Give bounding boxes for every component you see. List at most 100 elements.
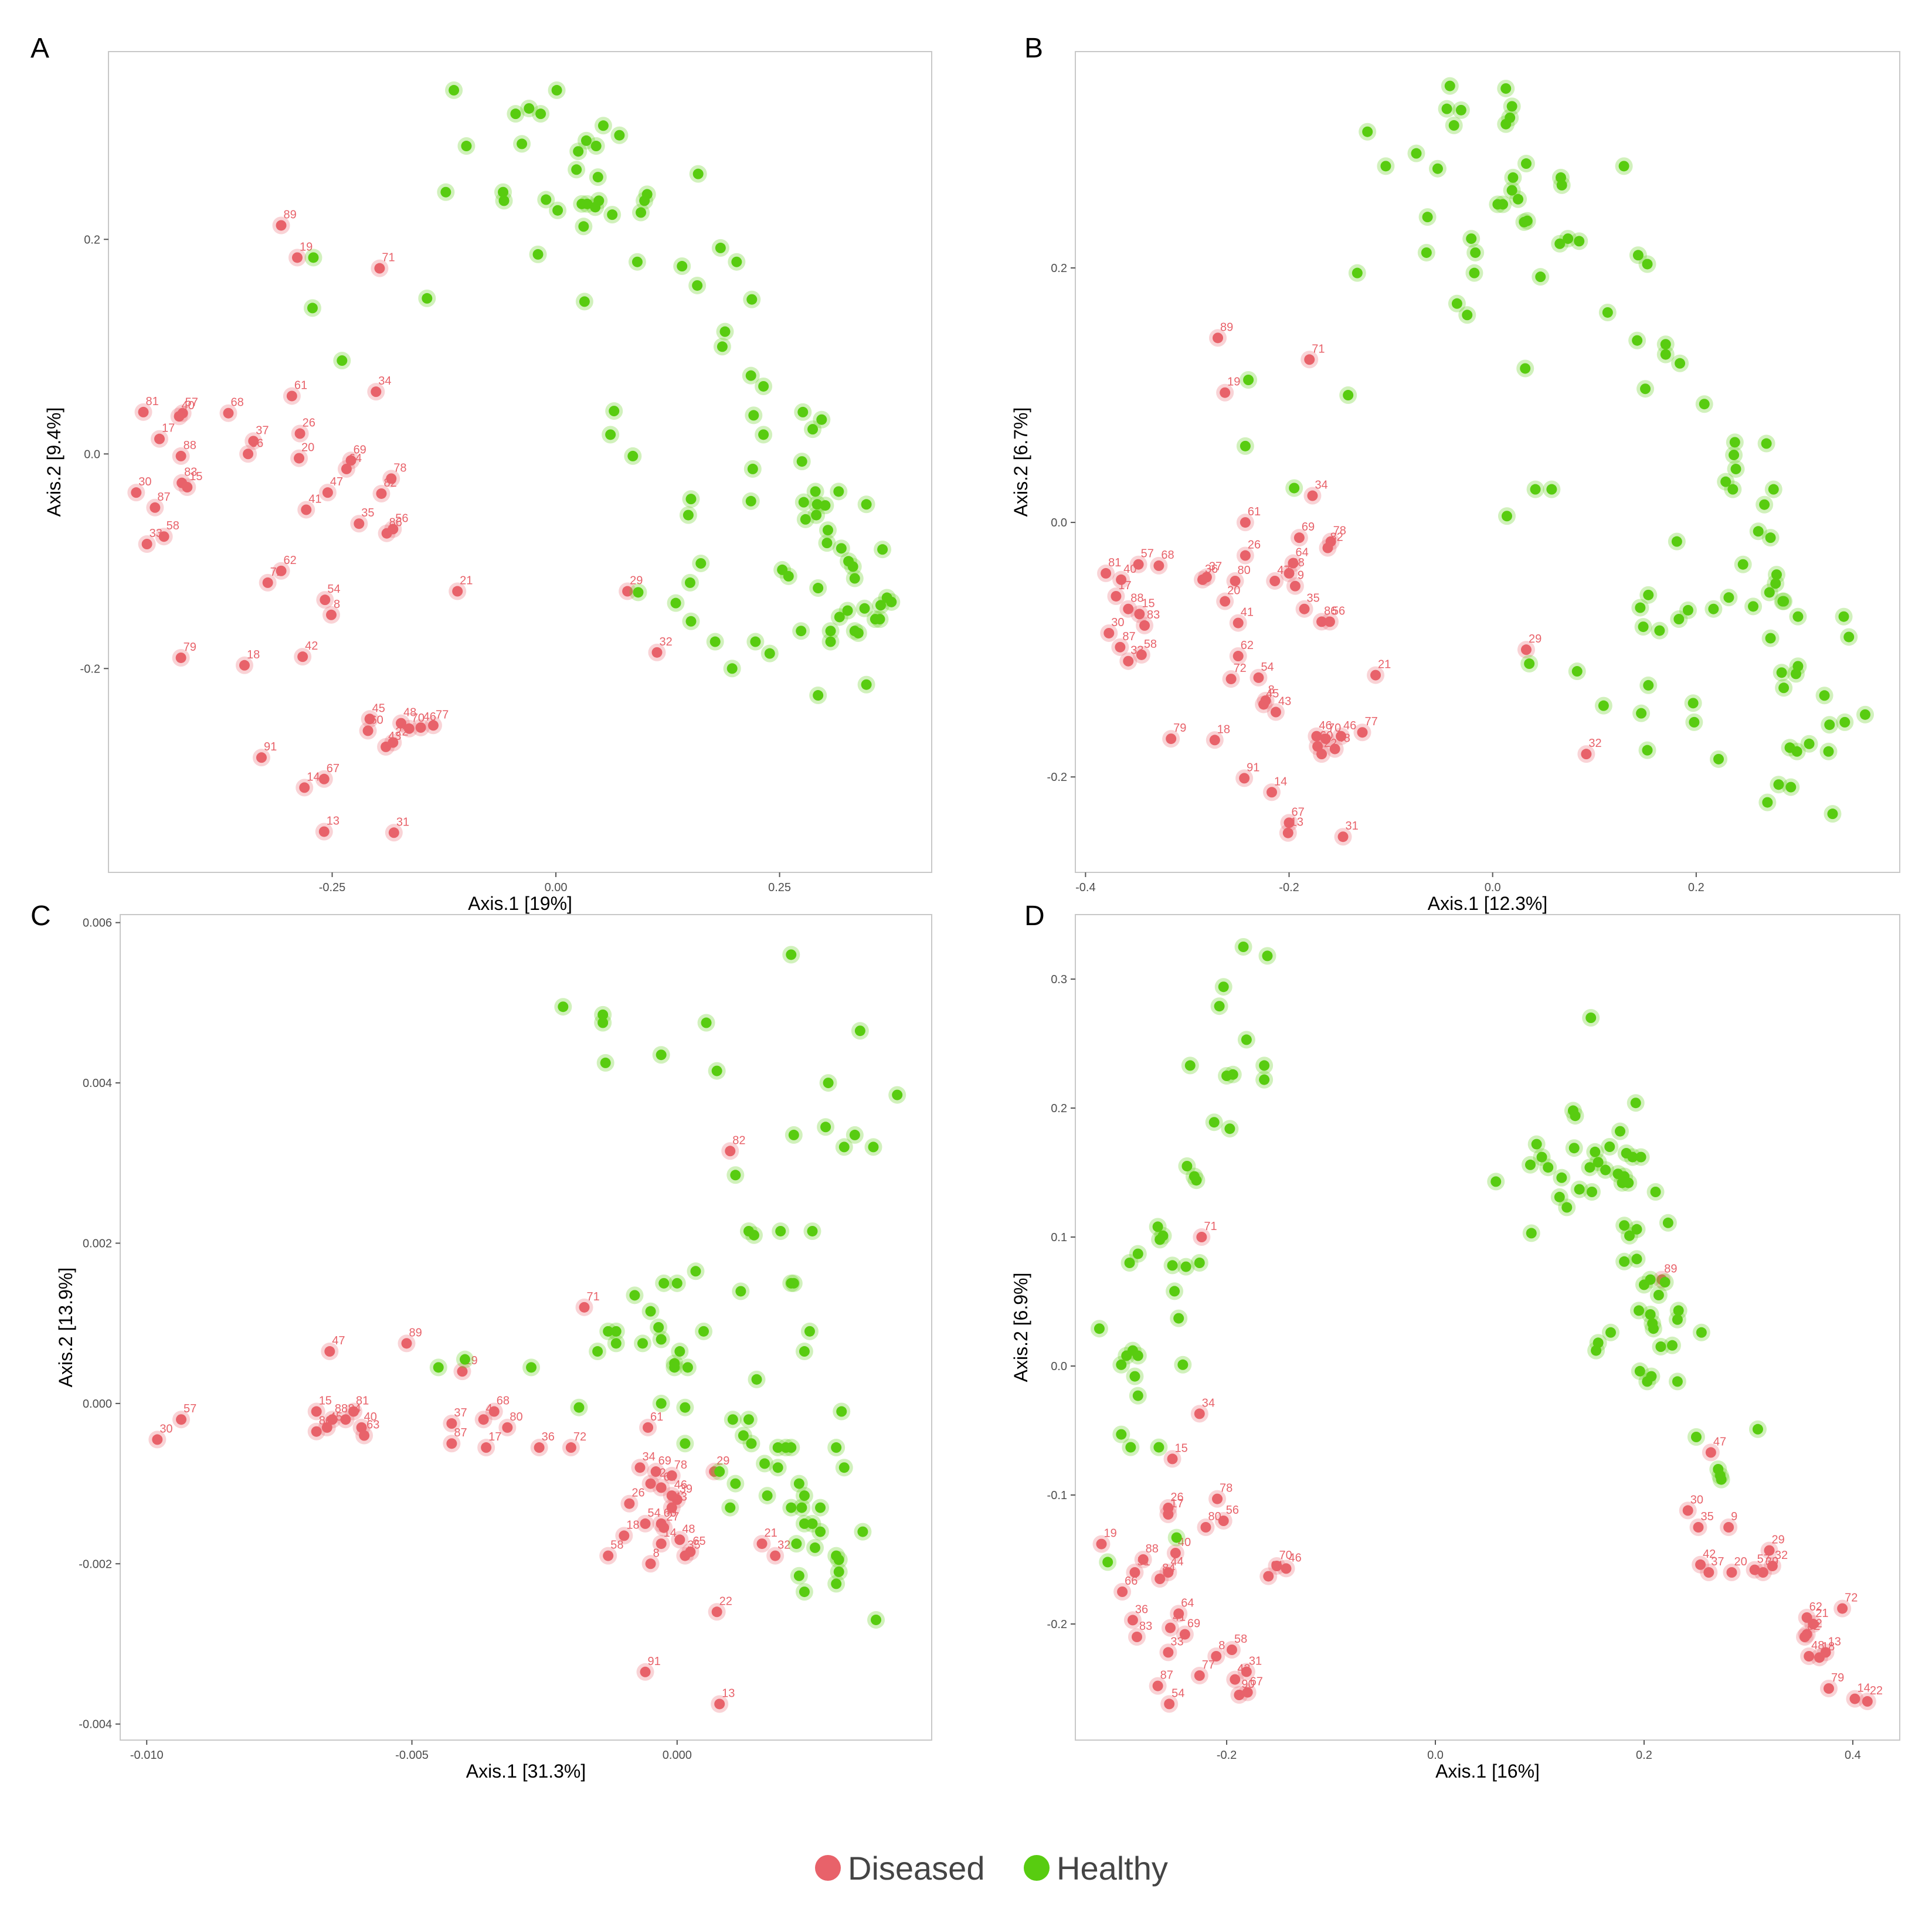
data-point — [1171, 1532, 1182, 1543]
data-point — [446, 1438, 457, 1449]
data-point — [1804, 738, 1815, 749]
data-point — [1218, 981, 1229, 993]
data-point — [745, 370, 756, 381]
data-point — [1585, 1013, 1597, 1023]
point-label: 31 — [1346, 820, 1359, 833]
data-point — [534, 1442, 545, 1453]
point-label: 48 — [1337, 732, 1350, 745]
data-point — [605, 429, 616, 440]
data-point — [1662, 1217, 1673, 1228]
data-point — [1687, 698, 1699, 709]
data-point — [1792, 611, 1804, 622]
data-point — [1520, 644, 1532, 655]
data-point — [698, 1326, 709, 1337]
data-point — [815, 1502, 826, 1513]
point-label: 71 — [587, 1290, 600, 1303]
point-label: 90 — [1241, 1678, 1254, 1691]
data-point — [457, 1366, 468, 1377]
data-point — [573, 146, 584, 157]
data-point — [1824, 719, 1835, 731]
data-point — [1166, 733, 1177, 745]
data-point — [532, 249, 544, 260]
point-label: 43 — [1237, 1663, 1250, 1676]
data-point — [1211, 1651, 1222, 1662]
data-point — [459, 1354, 470, 1365]
data-point — [1164, 1622, 1176, 1633]
data-point — [1804, 1651, 1815, 1662]
data-point — [1232, 651, 1244, 662]
point-label: 66 — [1125, 1575, 1138, 1588]
data-point — [1627, 1151, 1638, 1163]
point-label: 30 — [138, 475, 151, 488]
point-label: 64 — [1295, 546, 1308, 559]
data-point — [1259, 1060, 1270, 1071]
point-label: 43 — [1278, 695, 1291, 708]
data-point — [1843, 631, 1855, 643]
point-label: 58 — [610, 1539, 623, 1552]
point-label: 79 — [1831, 1671, 1844, 1684]
data-point — [223, 407, 234, 419]
data-point — [1799, 1632, 1811, 1642]
plot-frame — [120, 914, 932, 1741]
data-point — [1765, 633, 1776, 644]
data-point — [578, 221, 589, 232]
data-point — [1311, 731, 1322, 742]
data-point — [746, 294, 758, 305]
data-point — [1501, 511, 1512, 522]
data-point — [1778, 596, 1790, 607]
data-point — [1127, 1615, 1138, 1626]
data-point — [422, 293, 433, 304]
data-point — [1590, 1146, 1601, 1157]
point-label: 56 — [395, 512, 408, 525]
data-point — [633, 587, 644, 598]
point-label: 35 — [361, 507, 374, 519]
data-point — [1632, 335, 1643, 346]
data-point — [656, 1538, 667, 1550]
data-point — [337, 355, 348, 366]
data-point — [1421, 247, 1432, 258]
data-point — [711, 1065, 722, 1076]
data-point — [1218, 1516, 1229, 1526]
data-point — [1194, 1258, 1205, 1268]
x-tick-label: -0.010 — [130, 1749, 164, 1762]
data-point — [640, 1518, 651, 1529]
point-label: 83 — [1139, 1620, 1152, 1633]
data-point — [1163, 1647, 1174, 1658]
data-point — [1506, 101, 1517, 112]
data-point — [1723, 1522, 1734, 1533]
data-point — [666, 1490, 677, 1501]
x-tick-label: 0.0 — [1427, 1749, 1444, 1762]
data-point — [1655, 1341, 1666, 1352]
data-point — [150, 502, 161, 513]
data-point — [1757, 1567, 1768, 1578]
data-point — [1654, 625, 1665, 636]
data-point — [1634, 1365, 1645, 1377]
data-point — [571, 164, 582, 175]
data-point — [1615, 1126, 1626, 1137]
data-point — [1226, 1645, 1237, 1655]
x-tick-label: 0.00 — [545, 881, 568, 894]
data-point — [1705, 1447, 1716, 1458]
data-point — [276, 565, 287, 576]
data-point — [1631, 1224, 1642, 1235]
data-point — [714, 1466, 725, 1477]
data-point — [1316, 616, 1327, 627]
data-point — [1167, 1260, 1178, 1271]
point-label: 69 — [354, 443, 366, 456]
x-tick-label: -0.2 — [1217, 1749, 1237, 1762]
point-label: 19 — [1227, 376, 1240, 389]
data-point — [645, 1558, 656, 1569]
data-point — [758, 380, 769, 392]
data-point — [1536, 1151, 1547, 1163]
data-point — [1258, 699, 1269, 710]
point-label: 22 — [395, 726, 408, 739]
data-point — [813, 690, 824, 701]
data-point — [1790, 668, 1801, 679]
point-label: 31 — [1249, 1654, 1262, 1667]
point-label: 63 — [366, 1419, 379, 1432]
data-point — [1490, 1176, 1502, 1187]
data-point — [685, 1546, 696, 1557]
data-point — [276, 220, 287, 231]
data-point — [609, 406, 620, 417]
data-point — [1163, 1509, 1174, 1520]
